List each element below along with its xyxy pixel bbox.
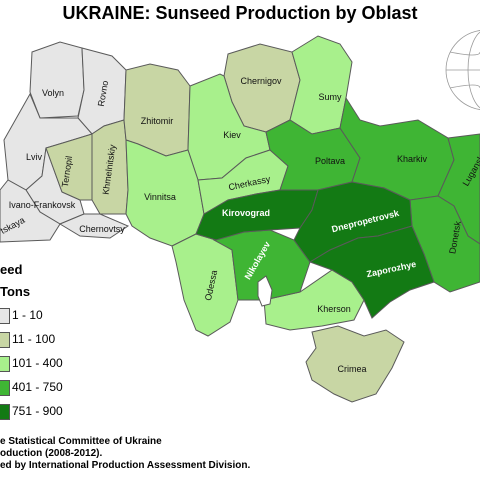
legend-title-line2: Tons: [0, 284, 31, 299]
source-line-2: oduction (2008-2012).: [0, 448, 103, 459]
label-volyn: Volyn: [42, 88, 64, 98]
legend-swatch-5: [0, 404, 10, 420]
legend-title-line1: eed: [0, 262, 23, 277]
label-kharkiv: Kharkiv: [397, 154, 428, 164]
oblast-odessa[interactable]: [171, 233, 239, 337]
label-zhitomir: Zhitomir: [141, 116, 174, 126]
label-kiev: Kiev: [223, 130, 241, 140]
legend-swatch-2: [0, 332, 10, 348]
dnipro-estuary: [257, 275, 273, 307]
label-poltava: Poltava: [315, 156, 345, 166]
globe-locator-icon: [445, 30, 480, 110]
label-lviv: Lviv: [26, 152, 43, 162]
oblast-zaporozhye[interactable]: [308, 225, 435, 319]
label-chernigov: Chernigov: [240, 76, 282, 86]
label-rovno: Rovno: [96, 80, 110, 107]
legend-range-3: 101 - 400: [12, 356, 63, 370]
map-title: UKRAINE: Sunseed Production by Oblast: [62, 3, 418, 23]
source-line-3: ed by International Production Assessmen…: [0, 460, 251, 471]
label-ternopil: Ternopil: [60, 155, 74, 188]
legend-range-4: 401 - 750: [12, 380, 63, 394]
oblast-crimea[interactable]: [305, 325, 405, 403]
legend-swatch-4: [0, 380, 10, 396]
legend-swatch-3: [0, 356, 10, 372]
legend-swatch-1: [0, 308, 10, 324]
oblast-chernovtsy[interactable]: [58, 213, 130, 239]
label-chernovtsy: Chernovtsy: [79, 224, 125, 234]
source-line-1: e Statistical Committee of Ukraine: [0, 436, 162, 447]
oblast-kherson[interactable]: [263, 269, 365, 331]
legend-range-2: 11 - 100: [12, 332, 56, 346]
label-ivano-frankovsk: Ivano-Frankovsk: [9, 200, 76, 210]
label-vinnitsa: Vinnitsa: [144, 192, 176, 202]
label-kherson: Kherson: [317, 304, 351, 314]
legend-range-5: 751 - 900: [12, 404, 63, 418]
oblast-zakarpatskaya[interactable]: [0, 179, 61, 243]
label-kirovograd: Kirovograd: [222, 208, 270, 218]
label-sumy: Sumy: [318, 92, 342, 102]
legend-range-1: 1 - 10: [12, 308, 43, 322]
oblast-volyn[interactable]: [29, 41, 85, 119]
label-crimea: Crimea: [337, 364, 366, 374]
source-note: e Statistical Committee of Ukraine oduct…: [0, 436, 250, 472]
